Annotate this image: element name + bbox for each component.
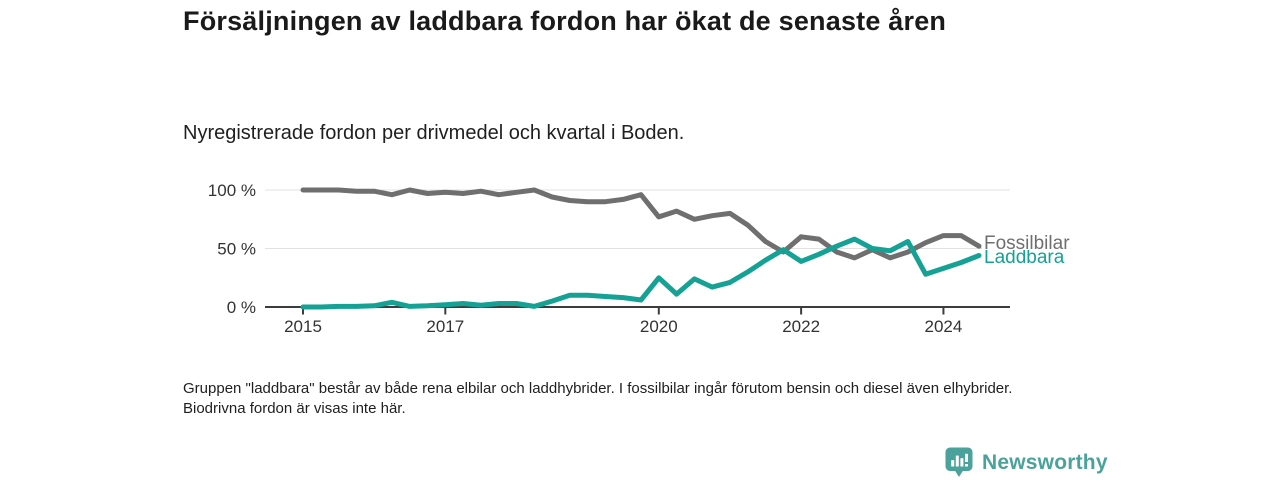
laddbara-line <box>300 236 982 310</box>
y-tick-label: 0 % <box>227 298 256 317</box>
x-tick-label: 2022 <box>782 317 820 336</box>
x-axis-labels: 2015 2017 2020 2022 2024 <box>284 317 962 336</box>
fossilbilar-series-label: Fossilbilar <box>984 233 1070 254</box>
chart-subtitle: Nyregistrerade fordon per drivmedel och … <box>183 122 685 144</box>
x-axis-ticks <box>302 307 945 315</box>
newsworthy-logo: Newsworthy <box>945 447 1108 478</box>
x-tick-label: 2020 <box>640 317 678 336</box>
label-backdrop <box>982 231 1078 250</box>
x-tick-label: 2024 <box>925 317 963 336</box>
logo-wordmark: Newsworthy <box>982 450 1108 474</box>
laddbara-series-label: Laddbara <box>984 247 1065 268</box>
horizontal-gridlines <box>265 189 1010 249</box>
fossilbilar-line <box>300 187 982 261</box>
y-tick-label: 100 % <box>208 181 256 200</box>
x-tick-label: 2017 <box>426 317 464 336</box>
page-title: Försäljningen av laddbara fordon har öka… <box>183 6 947 36</box>
bar-chart-speech-bubble-icon <box>945 447 973 477</box>
y-tick-label: 50 % <box>217 240 256 259</box>
y-axis-labels: 100 % 50 % 0 % <box>208 181 256 317</box>
chart-footnote: Gruppen "laddbara" består av både rena e… <box>183 380 1013 417</box>
x-tick-label: 2015 <box>284 317 322 336</box>
